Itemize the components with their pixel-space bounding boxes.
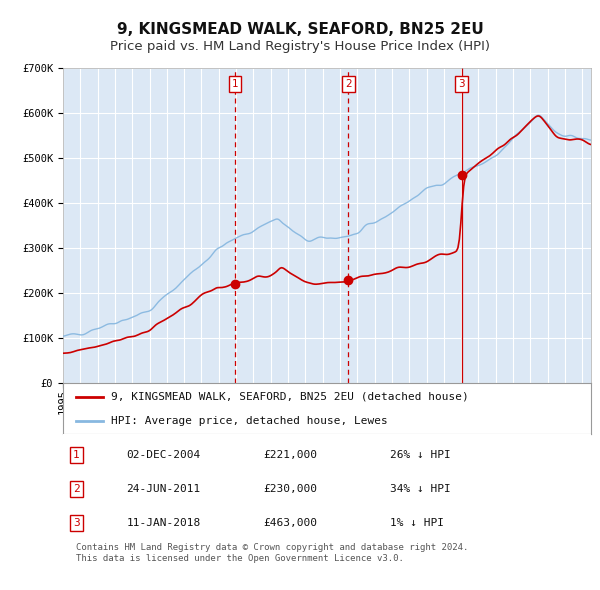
Text: £221,000: £221,000 (263, 450, 317, 460)
Text: Contains HM Land Registry data © Crown copyright and database right 2024.
This d: Contains HM Land Registry data © Crown c… (76, 543, 469, 563)
Text: 9, KINGSMEAD WALK, SEAFORD, BN25 2EU (detached house): 9, KINGSMEAD WALK, SEAFORD, BN25 2EU (de… (110, 392, 468, 402)
Text: 2: 2 (73, 484, 80, 494)
Text: HPI: Average price, detached house, Lewes: HPI: Average price, detached house, Lewe… (110, 415, 387, 425)
Text: 34% ↓ HPI: 34% ↓ HPI (391, 484, 451, 494)
Text: £230,000: £230,000 (263, 484, 317, 494)
Text: 11-JAN-2018: 11-JAN-2018 (127, 519, 200, 528)
Text: 02-DEC-2004: 02-DEC-2004 (127, 450, 200, 460)
Text: 3: 3 (458, 79, 465, 89)
Text: £463,000: £463,000 (263, 519, 317, 528)
Text: Price paid vs. HM Land Registry's House Price Index (HPI): Price paid vs. HM Land Registry's House … (110, 40, 490, 53)
Text: 24-JUN-2011: 24-JUN-2011 (127, 484, 200, 494)
Text: 9, KINGSMEAD WALK, SEAFORD, BN25 2EU: 9, KINGSMEAD WALK, SEAFORD, BN25 2EU (116, 22, 484, 37)
Text: 1: 1 (73, 450, 80, 460)
Text: 3: 3 (73, 519, 80, 528)
Text: 1: 1 (232, 79, 238, 89)
Text: 26% ↓ HPI: 26% ↓ HPI (391, 450, 451, 460)
Text: 2: 2 (345, 79, 352, 89)
Text: 1% ↓ HPI: 1% ↓ HPI (391, 519, 445, 528)
